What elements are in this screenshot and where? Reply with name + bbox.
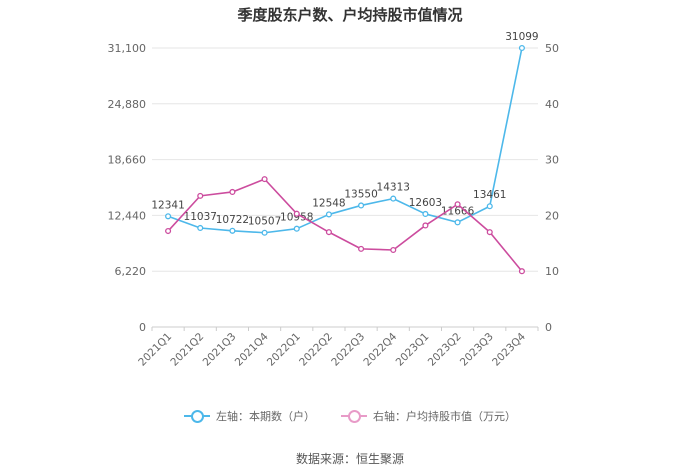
data-label: 12341 — [151, 199, 184, 211]
legend-label-households: 左轴：本期数（户） — [216, 410, 315, 423]
data-point-households — [390, 195, 397, 202]
x-tick-label: 2023Q1 — [394, 331, 432, 369]
data-label: 14313 — [377, 182, 410, 194]
legend-line-icon — [341, 410, 367, 423]
y-right-tick-label: 20 — [545, 209, 559, 222]
data-label: 10507 — [248, 216, 281, 228]
y-left-tick-label: 0 — [139, 321, 146, 334]
data-point-avg-value — [390, 246, 397, 254]
chart-legend: 左轴：本期数（户） 右轴：户均持股市值（万元） — [0, 408, 700, 424]
data-label: 13550 — [344, 188, 377, 200]
x-tick-label: 2021Q4 — [233, 330, 271, 368]
legend-label-avg-value: 右轴：户均持股市值（万元） — [373, 410, 516, 423]
x-tick-label: 2023Q3 — [458, 331, 496, 369]
data-point-households — [325, 211, 332, 218]
data-label: 10722 — [216, 214, 249, 226]
y-right-tick-label: 10 — [545, 265, 559, 278]
data-point-households — [518, 44, 525, 52]
x-tick-label: 2023Q4 — [490, 330, 528, 368]
data-label: 12548 — [312, 197, 345, 209]
data-point-avg-value — [325, 229, 332, 236]
data-point-avg-value — [454, 201, 461, 208]
legend-line-icon — [184, 410, 210, 423]
data-point-avg-value — [486, 229, 493, 236]
y-right-tick-label: 40 — [545, 98, 559, 111]
y-left-tick-label: 6,220 — [115, 265, 147, 278]
x-tick-label: 2022Q2 — [297, 331, 335, 369]
data-point-households — [229, 227, 236, 234]
chart-title: 季度股东户数、户均持股市值情况 — [237, 6, 463, 24]
x-tick-label: 2021Q1 — [136, 331, 174, 369]
y-right-tick-label: 0 — [545, 321, 552, 334]
data-source: 数据来源：恒生聚源 — [295, 452, 404, 466]
data-point-avg-value — [422, 222, 429, 229]
data-point-households — [293, 225, 300, 232]
x-tick-label: 2022Q4 — [361, 330, 399, 368]
data-point-households — [486, 203, 493, 210]
data-point-households — [261, 229, 268, 236]
line-chart: 0 0 6,220 10 12,440 20 18,660 30 24,880 40 31,100 5… — [108, 31, 560, 369]
y-left-tick-label: 18,660 — [108, 154, 147, 167]
data-point-households — [197, 224, 204, 232]
series-line-households — [167, 47, 523, 234]
data-label: 13461 — [473, 189, 506, 201]
data-point-households — [422, 210, 429, 217]
data-point-households — [454, 219, 461, 226]
data-label: 10958 — [280, 212, 313, 224]
data-point-avg-value — [518, 268, 525, 275]
data-label: 11666 — [441, 205, 475, 217]
data-point-avg-value — [165, 227, 172, 235]
y-left-tick-label: 31,100 — [108, 42, 147, 55]
data-point-households — [165, 213, 172, 220]
data-point-households — [358, 202, 365, 209]
y-left-tick-label: 24,880 — [108, 98, 147, 111]
data-label: 12603 — [409, 197, 442, 209]
data-label: 11037 — [184, 211, 217, 223]
data-point-avg-value — [293, 210, 300, 217]
data-point-avg-value — [358, 245, 365, 252]
x-tick-label: 2023Q2 — [426, 331, 464, 369]
legend-item-households[interactable]: 左轴：本期数（户） — [184, 408, 315, 424]
x-tick-label: 2021Q3 — [201, 331, 239, 369]
y-left-tick-label: 12,440 — [108, 209, 147, 222]
y-right-tick-label: 30 — [545, 154, 559, 167]
legend-item-avg-value[interactable]: 右轴：户均持股市值（万元） — [341, 408, 516, 424]
data-point-avg-value — [229, 188, 236, 196]
data-point-avg-value — [261, 176, 268, 183]
x-tick-label: 2022Q1 — [265, 331, 303, 369]
y-right-tick-label: 50 — [545, 42, 559, 55]
data-point-avg-value — [197, 192, 204, 199]
x-tick-label: 2021Q2 — [168, 331, 206, 369]
data-label: 31099 — [505, 31, 538, 43]
series-line-avg-value — [167, 178, 523, 272]
x-tick-label: 2022Q3 — [329, 331, 367, 369]
